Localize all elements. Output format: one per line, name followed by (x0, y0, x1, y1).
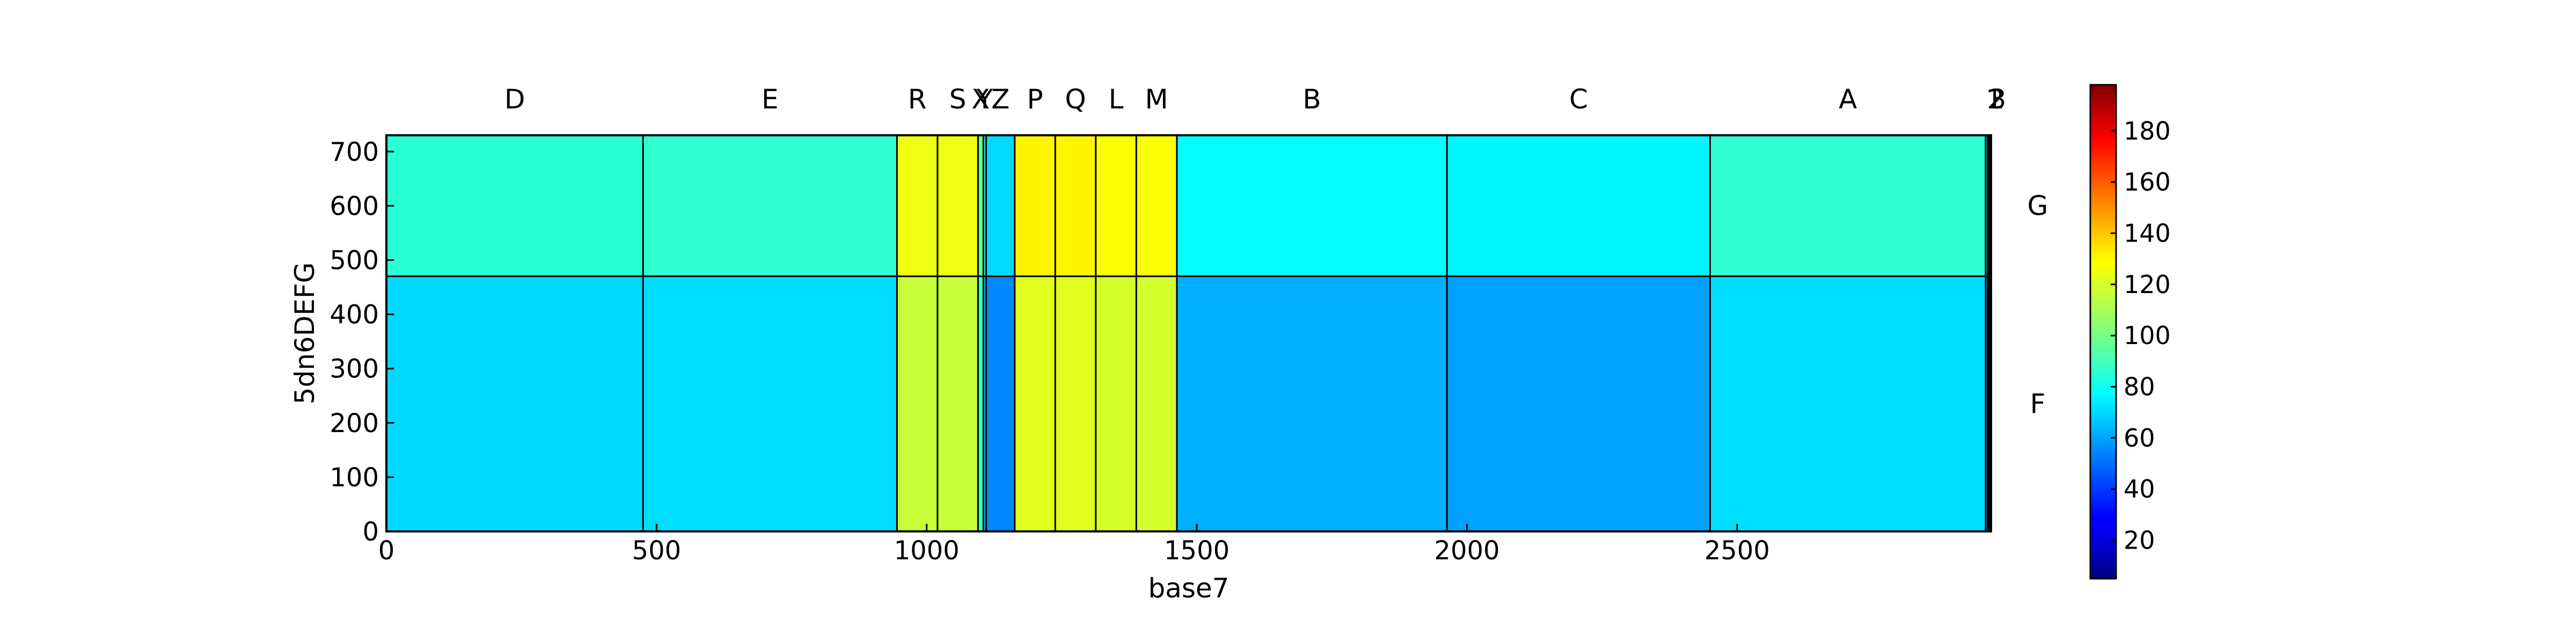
heatmap-block-z-g (986, 135, 1015, 276)
x-axis: 0 500 1000 1500 2000 2500 (378, 524, 1770, 566)
heatmap-block-p-g (1014, 135, 1056, 276)
heatmap-block-m-f (1136, 276, 1177, 531)
heatmap-block-a-f (1710, 276, 1986, 531)
heatmap-block-s-g (937, 135, 978, 276)
x-tick-label: 1000 (894, 536, 960, 566)
x-tick-label: 2000 (1434, 536, 1499, 566)
segment-label-p: P (1027, 84, 1043, 115)
block-dividers (386, 135, 1992, 531)
colorbar-ticks: 20 40 60 80 100 120 140 160 180 (2111, 116, 2171, 555)
segment-label-z: Z (991, 84, 1009, 115)
heatmap-block-x-f (978, 276, 984, 531)
heatmap-block-l-f (1095, 276, 1137, 531)
segment-label-a: A (1839, 84, 1857, 115)
colorbar-tick-label: 20 (2124, 526, 2155, 555)
segment-label-3: 3 (1989, 84, 2007, 115)
heatmap-block-l-g (1095, 135, 1137, 276)
heatmap-block-a-g (1710, 135, 1986, 276)
heatmap-block-1-g (1985, 135, 1988, 276)
colorbar-tick-label: 80 (2124, 373, 2155, 402)
segment-label-s: S (949, 84, 967, 115)
segment-label-x: X (971, 84, 990, 115)
colorbar-tick-label: 100 (2124, 321, 2171, 350)
colorbar-tick-label: 40 (2124, 475, 2155, 503)
y-tick-label: 100 (330, 463, 379, 493)
segment-label-q: Q (1065, 84, 1086, 115)
x-axis-title: base7 (1148, 573, 1229, 604)
y-axis-title: 5dn6DEFG (289, 262, 320, 405)
segment-label-f: F (2030, 388, 2046, 419)
x-tick-label: 500 (632, 536, 682, 566)
segment-labels-top: D E R S XYZ P Q L M B C A 123 (504, 84, 2007, 115)
segment-label-1: 1 (1986, 84, 2003, 115)
segment-label-d: D (504, 84, 525, 115)
x-tick-label: 2500 (1704, 536, 1770, 566)
heatmap-block-s-f (937, 276, 978, 531)
colorbar-gradient (2089, 84, 2117, 580)
y-tick-label: 300 (330, 354, 379, 384)
colorbar-tick-label: 140 (2124, 219, 2171, 248)
segment-label-e: E (762, 84, 779, 115)
heatmap-block-e-g (643, 135, 897, 276)
heatmap-block-y-f (983, 276, 986, 531)
heatmap-block-r-f (897, 276, 938, 531)
y-tick-label: 500 (330, 246, 379, 276)
y-tick-label: 400 (330, 300, 379, 330)
x-tick-label: 0 (378, 536, 395, 566)
heatmap-block-p-f (1014, 276, 1056, 531)
plot-area (385, 134, 1992, 532)
y-tick-label: 700 (330, 137, 379, 167)
segment-label-2: 2 (1988, 84, 2005, 115)
segment-label-y: Y (976, 84, 993, 115)
heatmap-block-c-f (1447, 276, 1710, 531)
segment-label-m: M (1145, 84, 1168, 115)
heatmap-block-r-g (897, 135, 938, 276)
heatmap-block-b-g (1176, 135, 1447, 276)
colorbar-tick-label: 120 (2124, 270, 2171, 299)
segment-label-b: B (1302, 84, 1321, 115)
plot-frame (385, 134, 1992, 532)
heatmap-block-d-g (386, 135, 643, 276)
heatmap-block-x-g (978, 135, 984, 276)
heatmap-cells (386, 135, 1991, 531)
y-tick-label: 600 (330, 191, 379, 221)
colorbar-tick-label: 180 (2124, 116, 2171, 145)
segment-label-l: L (1109, 84, 1124, 115)
colorbar-tick-label: 60 (2124, 424, 2155, 452)
segment-label-r: R (908, 84, 927, 115)
heatmap-block-q-f (1055, 276, 1096, 531)
x-tick-label: 1500 (1164, 536, 1230, 566)
heatmap-block-m-g (1136, 135, 1177, 276)
segment-label-g: G (2028, 190, 2048, 221)
segment-labels-right: FG (2028, 190, 2048, 419)
y-axis: 0 100 200 300 400 500 600 700 (330, 137, 394, 547)
y-tick-label: 200 (330, 408, 379, 439)
heatmap-block-q-g (1055, 135, 1096, 276)
heatmap-block-1-f (1985, 276, 1988, 531)
heatmap-block-d-f (386, 276, 643, 531)
heatmap-block-y-g (983, 135, 986, 276)
heatmap-block-b-f (1176, 276, 1447, 531)
heatmap-block-e-f (643, 276, 897, 531)
y-tick-label: 0 (362, 517, 379, 547)
colorbar-tick-label: 160 (2124, 167, 2171, 196)
heatmap-block-c-g (1447, 135, 1710, 276)
segment-label-c: C (1569, 84, 1588, 115)
colorbar: 20 40 60 80 100 120 140 160 180 (2089, 84, 2171, 580)
heatmap-block-z-f (986, 276, 1015, 531)
